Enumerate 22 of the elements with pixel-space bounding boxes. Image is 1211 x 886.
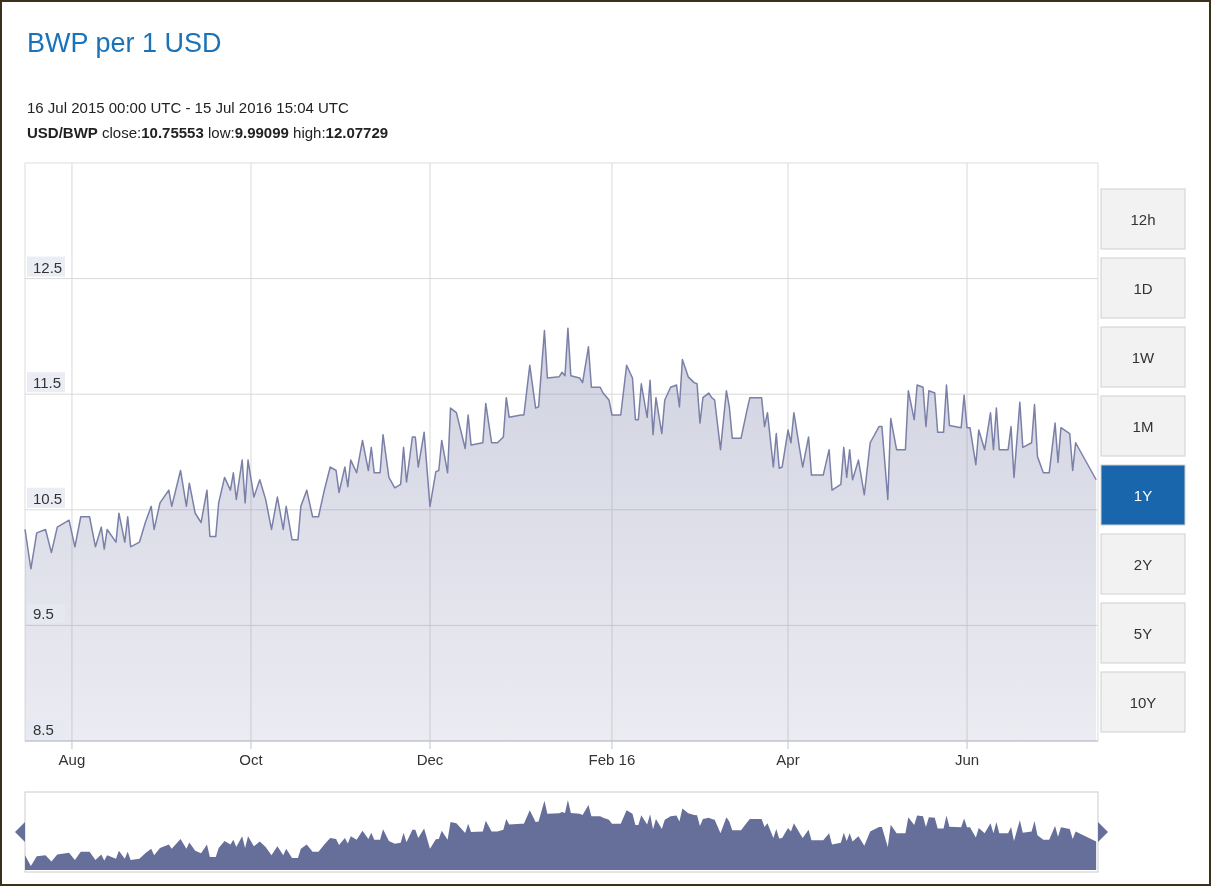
y-tick-label: 8.5 bbox=[33, 721, 54, 738]
chart-subtitle: 16 Jul 2015 00:00 UTC - 15 Jul 2016 15:04 UTC bbox=[27, 99, 350, 116]
x-tick-label: Feb 16 bbox=[588, 751, 636, 768]
text: USD/BWP close:10.75553 low:9.99099 high:12.07729 bbox=[27, 124, 389, 141]
text: 12h bbox=[1130, 211, 1156, 228]
y-tick-label: 11.5 bbox=[33, 374, 62, 392]
x-tick-label: Dec bbox=[416, 751, 444, 768]
y-tick-label: 12.5 bbox=[33, 258, 63, 276]
text: 1M bbox=[1132, 418, 1154, 435]
text: 1Y bbox=[1133, 487, 1153, 504]
text: 5Y bbox=[1133, 625, 1153, 642]
chart-title: BWP per 1 USD bbox=[27, 28, 222, 58]
y-tick-label: 10.5 bbox=[33, 489, 63, 507]
text: 2Y bbox=[1133, 556, 1153, 573]
x-tick-label: Aug bbox=[58, 751, 86, 768]
x-tick-label: Jun bbox=[954, 751, 980, 768]
y-tick-label: 9.5 bbox=[33, 605, 54, 623]
x-tick-label: Apr bbox=[776, 751, 800, 768]
text: 1W bbox=[1131, 349, 1156, 366]
text: 1D bbox=[1133, 280, 1153, 297]
text: 10Y bbox=[1129, 694, 1157, 711]
x-tick-label: Oct bbox=[239, 751, 264, 768]
